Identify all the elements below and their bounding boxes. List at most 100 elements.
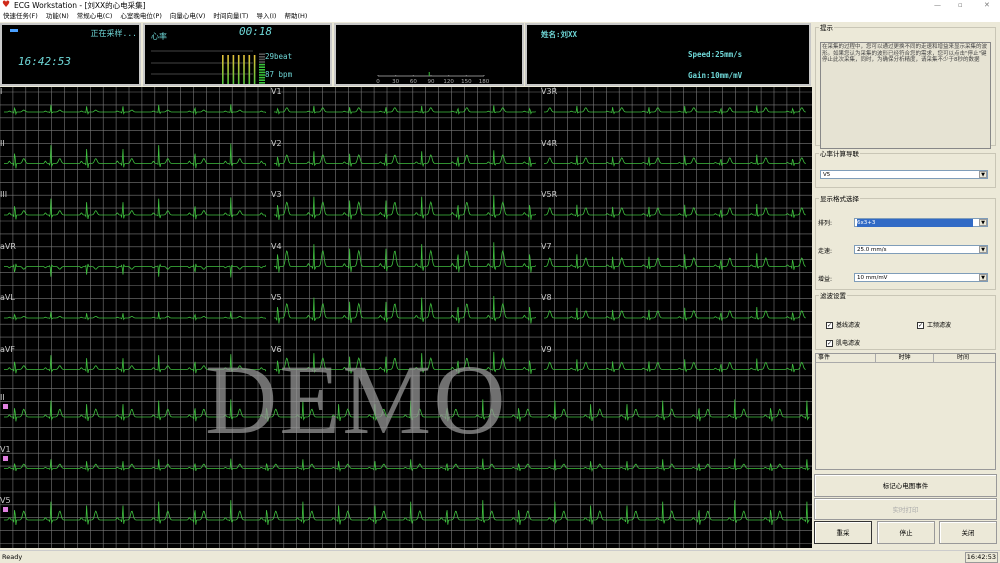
hr-level-segment (259, 63, 265, 66)
menu-routine-ecg[interactable]: 常规心电(C) (76, 12, 113, 20)
menu-import[interactable]: 导入(I) (256, 12, 277, 20)
close-button[interactable]: 关闭 (939, 521, 997, 544)
menu-late-potential[interactable]: 心室晚电位(P) (120, 12, 162, 20)
col-time[interactable]: 时间 (956, 354, 969, 361)
window-title: ECG Workstation - [刘XX的心电采集] (14, 1, 146, 10)
rate-scale-panel: 0 30 60 90 120 150 180 (334, 23, 524, 86)
bpm-value: 87 bpm (265, 70, 293, 79)
stop-button[interactable]: 停止 (877, 521, 935, 544)
hr-bar (248, 55, 251, 84)
hr-lead-value: V5 (823, 172, 831, 178)
lead-label: V1 (0, 444, 11, 454)
ecg-trace (544, 358, 806, 373)
speed-readout: Speed:25mm/s (688, 50, 743, 59)
close-window-button[interactable]: ✕ (984, 1, 990, 9)
hr-bar (253, 55, 256, 84)
powerline-filter-label: 工频滤波 (927, 322, 952, 329)
scale-tick-label: 30 (392, 79, 399, 84)
lead-label: II (0, 393, 5, 402)
beat-count: 29beat (265, 52, 293, 61)
speed-label: 走速: (818, 248, 833, 255)
hr-level-segment (259, 58, 265, 61)
ecg-trace (273, 195, 537, 220)
scale-tick-label: 180 (479, 79, 490, 84)
filter-group: 滤波设置 ✓ 基线滤波 ✓ 工频滤波 ✓ 肌电滤波 (815, 290, 996, 350)
control-panel: 提示 在采集的过程中，您可以通过更换不同的走速和增益来显示采集的波形。如果您认为… (812, 22, 1000, 550)
elapsed-time: 00:18 (239, 25, 273, 38)
scale-tick-label: 90 (428, 79, 435, 84)
checkmark-icon: ✓ (826, 322, 833, 329)
print-button[interactable]: 实时打印 (814, 498, 997, 520)
ecg-traces (0, 87, 812, 548)
restart-button[interactable]: 重采 (814, 521, 872, 544)
hr-bar (232, 55, 235, 84)
arrange-label: 排列: (818, 220, 833, 227)
hr-level-segment (259, 79, 265, 81)
chevron-down-icon: ▼ (979, 246, 987, 253)
col-event[interactable]: 事件 (816, 354, 876, 362)
ecg-trace (544, 253, 806, 271)
event-table-header: 事件 时钟 时间 (816, 354, 995, 363)
hr-lead-select[interactable]: V5 ▼ (820, 170, 988, 179)
minimize-button[interactable]: — (934, 1, 941, 9)
ecg-trace (273, 105, 536, 115)
menu-help[interactable]: 帮助(H) (284, 12, 308, 20)
patient-panel: 姓名:刘XX Speed:25mm/s Gain:10mm/mV (525, 23, 811, 86)
menu-time-vector[interactable]: 时间向量(T) (213, 12, 249, 20)
battery-icon (10, 29, 18, 32)
hr-bar (243, 55, 245, 84)
menu-function[interactable]: 功能(N) (45, 12, 69, 20)
hr-level-segment (259, 71, 265, 74)
baseline-filter-checkbox[interactable]: ✓ 基线滤波 (826, 320, 860, 329)
lead-label: V9 (541, 344, 552, 354)
status-text: Ready (2, 553, 23, 561)
hint-text: 在采集的过程中，您可以通过更换不同的走速和增益来显示采集的波形。如果您认为采集的… (820, 42, 991, 149)
status-time: 16:42:53 (964, 552, 998, 563)
hr-lead-group: 心率计算导联 V5 ▼ (815, 148, 996, 188)
hr-level-segment (259, 69, 265, 71)
hr-level-segment (259, 82, 265, 84)
ecg-trace (273, 150, 536, 168)
maximize-button[interactable]: ▫ (958, 1, 963, 9)
lead-label: V8 (541, 293, 552, 302)
hr-level-segment (259, 56, 265, 58)
lead-label: aVR (0, 241, 16, 251)
lead-label: V1 (271, 87, 282, 96)
checkmark-icon: ✓ (826, 340, 833, 347)
lead-label: V5R (541, 190, 558, 199)
ecg-trace (273, 351, 537, 374)
ecg-trace (4, 354, 267, 374)
clock: 16:42:53 (18, 55, 71, 68)
gain-readout: Gain:10mm/mV (688, 71, 743, 80)
ecg-trace (4, 263, 267, 278)
patient-name: 姓名:刘XX (541, 30, 578, 39)
emg-filter-checkbox[interactable]: ✓ 肌电滤波 (826, 338, 860, 347)
display-format-title: 显示格式选择 (820, 195, 859, 203)
hr-bar (237, 55, 240, 84)
ecg-trace (273, 295, 537, 324)
filter-title: 滤波设置 (820, 292, 846, 300)
powerline-filter-checkbox[interactable]: ✓ 工频滤波 (917, 320, 951, 329)
gain-select[interactable]: 10 mm/mV ▼ (854, 273, 988, 282)
menu-quick-task[interactable]: 快速任务(F) (3, 12, 38, 20)
menu-vector-ecg[interactable]: 向量心电(V) (169, 12, 206, 20)
mark-event-button[interactable]: 标记心电图事件 (814, 474, 997, 497)
status-bar: Ready 16:42:53 (0, 550, 1000, 563)
scale-tick-label: 60 (410, 79, 417, 84)
sampling-status: 正在采样... (90, 29, 137, 38)
menu-bar: 快速任务(F) 功能(N) 常规心电(C) 心室晚电位(P) 向量心电(V) 时… (0, 11, 1000, 22)
ecg-trace (544, 203, 806, 219)
col-clock[interactable]: 时钟 (876, 354, 934, 362)
chevron-down-icon: ▼ (979, 219, 987, 226)
lead-label: V5 (0, 496, 11, 505)
rate-scale: 0 30 60 90 120 150 180 (376, 72, 490, 84)
arrange-select[interactable]: 6x3+3 ▼ (854, 218, 988, 227)
event-table: 事件 时钟 时间 (815, 353, 996, 470)
hint-title: 提示 (820, 24, 833, 32)
speed-select[interactable]: 25.0 mm/s ▼ (854, 245, 988, 254)
gain-value: 10 mm/mV (857, 275, 888, 281)
arrange-value: 6x3+3 (857, 219, 973, 227)
hr-level-segment (259, 66, 265, 68)
calibration-marker (3, 507, 8, 512)
lead-label: V7 (541, 241, 552, 251)
